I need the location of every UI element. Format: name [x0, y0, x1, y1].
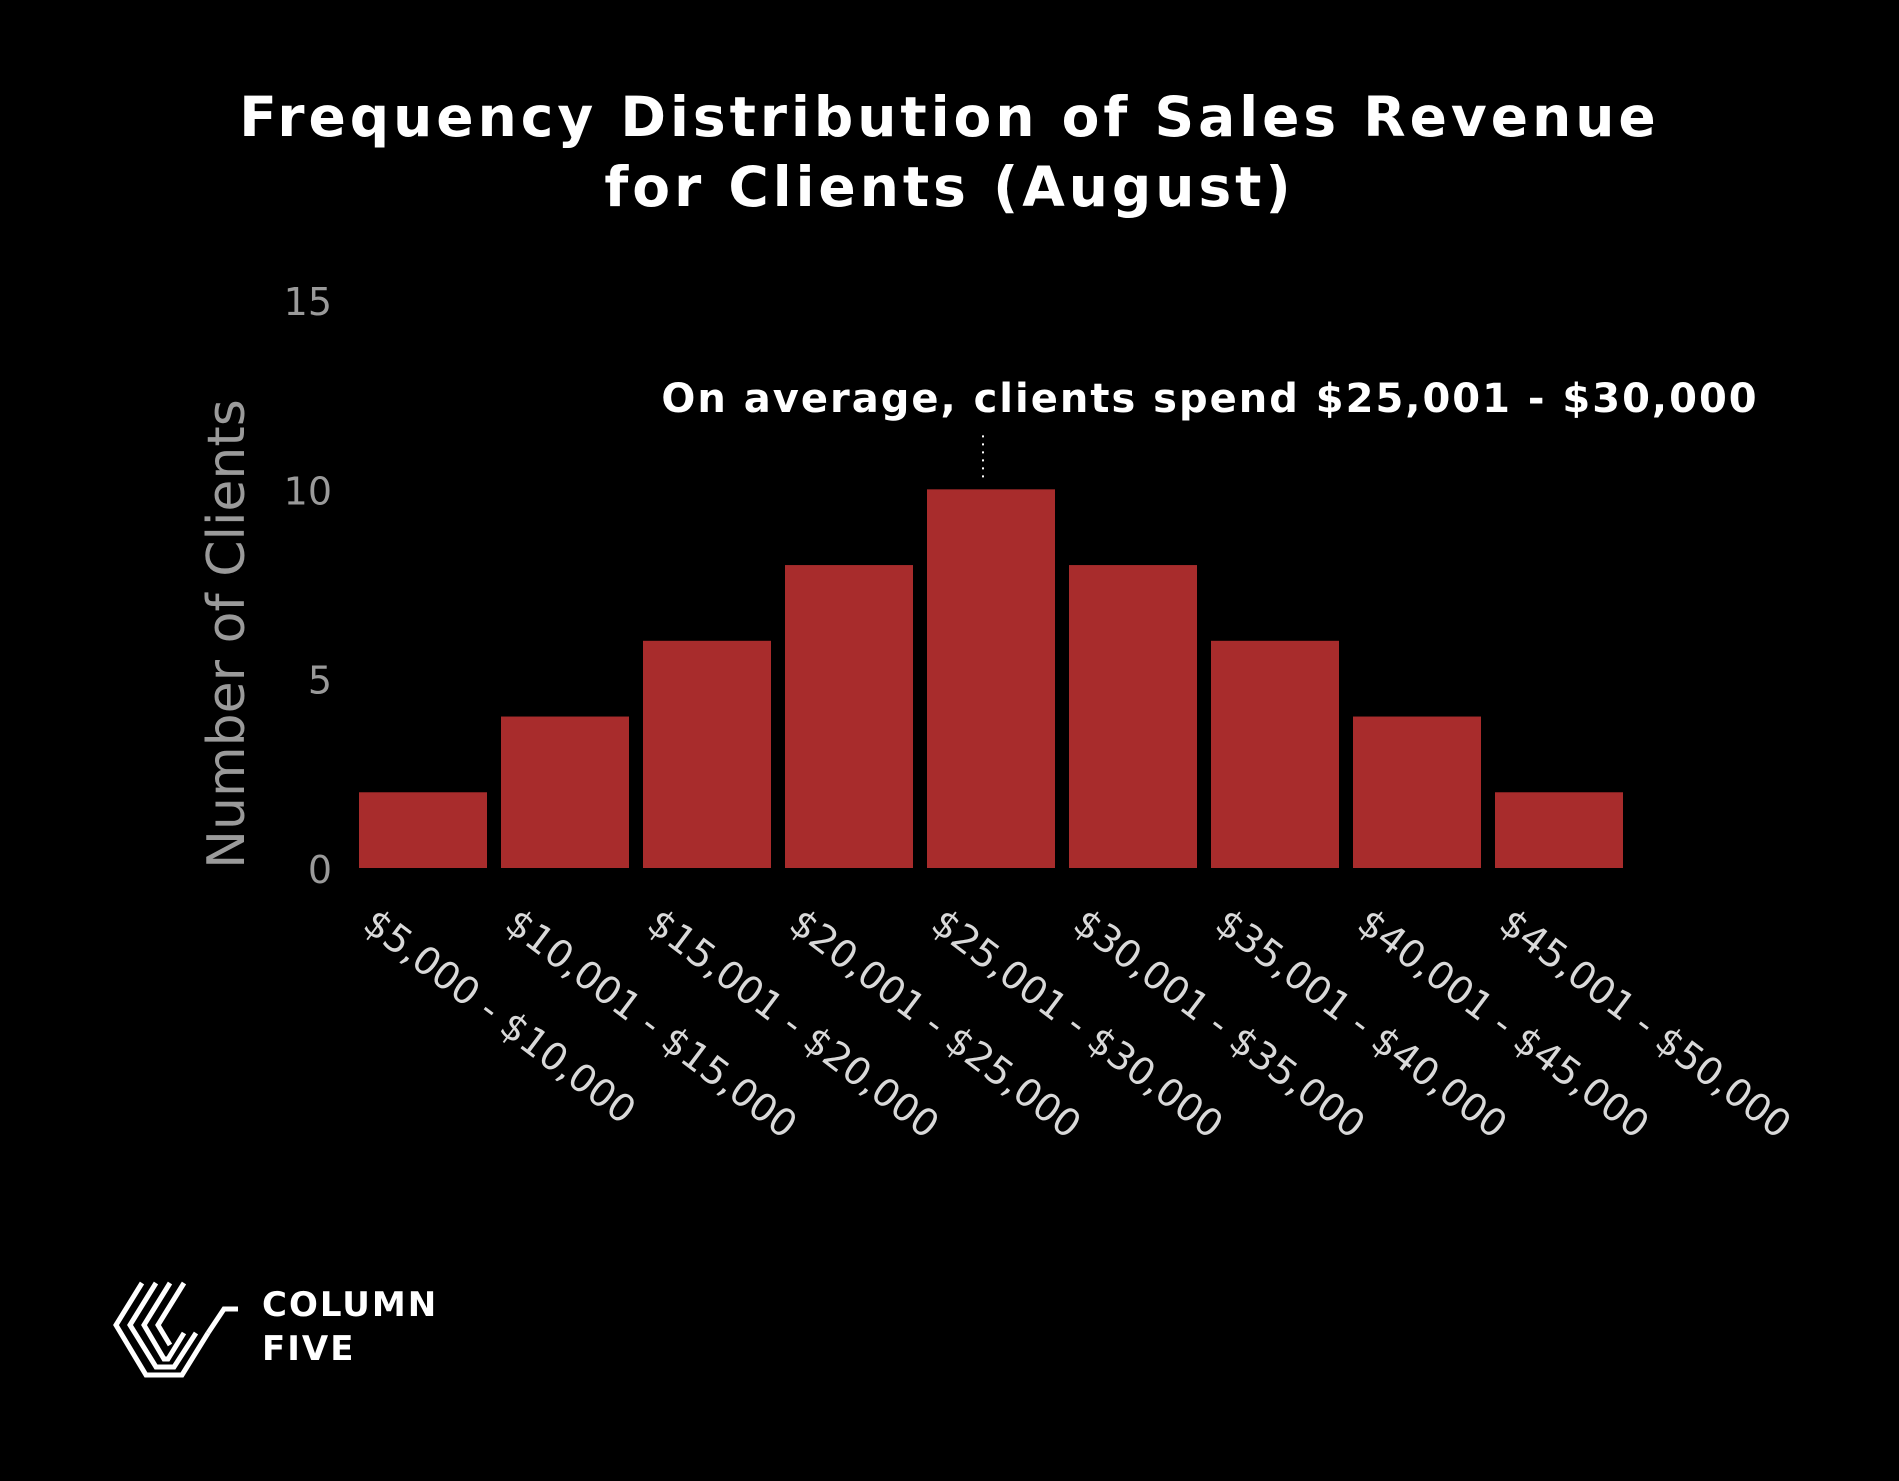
bar — [1495, 792, 1623, 868]
chart-title: Frequency Distribution of Sales Revenue … — [0, 82, 1899, 222]
y-tick-label: 10 — [284, 469, 332, 513]
bar — [501, 716, 629, 868]
bar — [1211, 640, 1339, 868]
annotation-text: On average, clients spend $25,001 - $30,… — [661, 376, 1758, 422]
column-five-logo-icon — [113, 1281, 238, 1378]
bar — [927, 489, 1055, 868]
y-tick-label: 5 — [308, 659, 332, 703]
column-five-logo-text: COLUMN FIVE — [262, 1283, 438, 1371]
y-axis-label: Number of Clients — [197, 399, 257, 869]
bar — [643, 640, 771, 868]
column-five-logo: COLUMN FIVE — [112, 1275, 452, 1395]
y-tick-label: 15 — [284, 280, 332, 324]
chart-title-line-2: for Clients (August) — [604, 155, 1295, 219]
bar — [1353, 716, 1481, 868]
logo-line-1: COLUMN — [262, 1285, 439, 1325]
bar — [1069, 565, 1197, 868]
y-tick-label: 0 — [308, 848, 332, 892]
chart-title-line-1: Frequency Distribution of Sales Revenue — [239, 85, 1660, 149]
bar — [785, 565, 913, 868]
bar — [359, 792, 487, 868]
logo-line-2: FIVE — [262, 1329, 356, 1369]
